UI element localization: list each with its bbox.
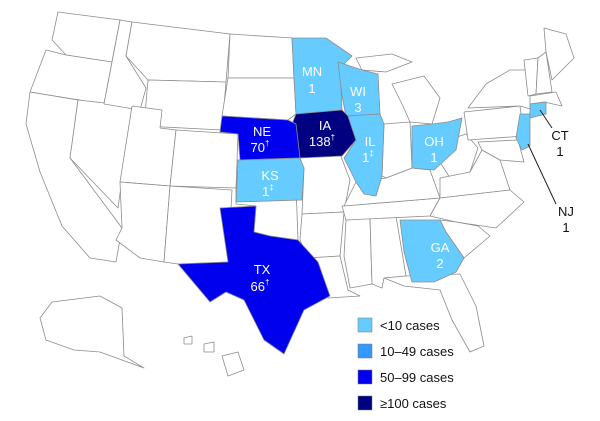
state-co [169, 129, 239, 189]
label-wi: WI 3 [350, 84, 366, 115]
legend: <10 cases 10–49 cases 50–99 cases ≥100 c… [357, 317, 454, 411]
state-fl [383, 273, 485, 353]
legend-label-lt10: <10 cases [380, 318, 440, 333]
legend-label-50to99: 50–99 cases [380, 370, 454, 385]
state-ks [235, 157, 305, 203]
label-oh: OH 1 [424, 134, 444, 165]
state-ct [529, 101, 547, 119]
legend-item-10to49: 10–49 cases [357, 343, 454, 359]
state-ny [467, 69, 535, 111]
legend-label-ge100: ≥100 cases [380, 396, 447, 411]
legend-label-10to49: 10–49 cases [380, 344, 454, 359]
legend-swatch-50to99 [357, 369, 373, 385]
label-ct: CT 1 [551, 128, 568, 159]
legend-swatch-ge100 [357, 395, 373, 411]
state-mt [125, 21, 231, 83]
label-ks: KS 1‡ [261, 168, 279, 199]
state-ga [399, 219, 465, 283]
state-tx [177, 205, 331, 355]
state-nm [163, 185, 233, 265]
state-md [477, 139, 525, 163]
state-nj [515, 113, 531, 151]
label-ne: NE 70† [251, 124, 272, 155]
legend-item-ge100: ≥100 cases [357, 395, 447, 411]
state-hi-3 [221, 351, 245, 377]
base-states [25, 11, 575, 377]
legend-swatch-10to49 [357, 343, 373, 359]
state-labels: MN 1 WI 3 IA 138† NE 70† IL 1‡ KS 1‡ OH 1 TX 66†… [251, 64, 574, 294]
label-ia: IA 138† [309, 118, 335, 149]
state-mi [391, 75, 441, 125]
state-pa [463, 105, 525, 141]
leader-lines [527, 109, 557, 205]
state-ak [39, 295, 145, 369]
state-hi-1 [183, 335, 193, 345]
state-ms [343, 217, 373, 289]
state-in [381, 121, 413, 179]
legend-item-50to99: 50–99 cases [357, 369, 454, 385]
state-sd [221, 77, 297, 121]
state-me [543, 27, 575, 81]
state-il [343, 113, 385, 197]
legend-swatch-lt10 [357, 317, 373, 333]
state-ma [529, 91, 563, 107]
label-ga: GA 2 [431, 240, 450, 271]
legend-item-lt10: <10 cases [357, 317, 440, 333]
label-tx: TX 66† [251, 262, 271, 294]
case-states [177, 37, 547, 355]
state-az [115, 181, 171, 263]
state-hi-2 [203, 341, 215, 353]
hawaii-islands [183, 335, 245, 377]
state-oh [411, 117, 463, 171]
nj-leader-line [527, 143, 557, 205]
label-mn: MN 1 [302, 64, 322, 96]
label-il: IL 1‡ [362, 134, 375, 165]
label-nj: NJ 1 [558, 204, 574, 235]
state-nd [227, 33, 295, 79]
state-mi-up [355, 53, 413, 73]
state-nh [535, 51, 553, 95]
ct-leader-line [539, 109, 553, 129]
